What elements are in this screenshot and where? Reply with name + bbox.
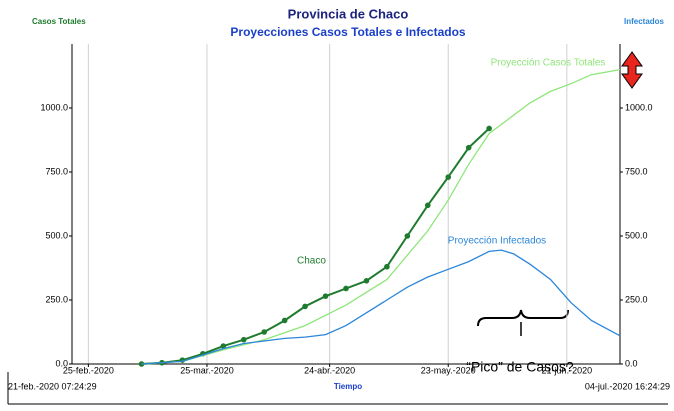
brace (477, 309, 569, 327)
y2-tick-label: 1000.0 (625, 102, 653, 112)
data-point (486, 125, 492, 132)
annotation: “Pico” de Casos? (466, 359, 574, 375)
y2-tick-label: 750.0 (625, 166, 648, 176)
x-tick-label: 24-abr.-2020 (304, 365, 355, 375)
y2-tick-label: 0.0 (625, 358, 638, 368)
data-point (363, 278, 370, 284)
series-label: Proyección Casos Totales (491, 58, 606, 69)
data-point (424, 202, 431, 209)
series-line (141, 127, 490, 365)
data-point (343, 285, 349, 292)
double-arrow (621, 51, 643, 89)
data-point (240, 336, 247, 343)
y-tick-label: 500.0 (45, 230, 68, 240)
data-point (322, 293, 329, 299)
data-point (281, 317, 288, 324)
x-tick-label: 25-feb.-2020 (63, 365, 114, 375)
data-point (261, 329, 268, 335)
x-tick-label: 21-jun.-2020 (542, 365, 593, 375)
data-point (220, 343, 227, 349)
x-axis-label: Tiempo (334, 382, 362, 391)
data-point (404, 233, 411, 239)
end-time: 04-jul.-2020 16:24:29 (585, 381, 670, 391)
x-tick-label: 23-may.-2020 (421, 365, 476, 375)
data-point (302, 303, 308, 310)
y2-axis-label: Infectados (624, 17, 665, 26)
y-tick-label: 0.0 (55, 358, 68, 368)
chart-title: Provincia de Chaco (288, 6, 409, 21)
y2-tick-label: 250.0 (625, 294, 648, 304)
y-tick-label: 1000.0 (40, 102, 68, 112)
data-point (445, 174, 452, 180)
y-axis-label: Casos Totales (32, 17, 86, 26)
y-tick-label: 750.0 (45, 166, 68, 176)
y2-tick-label: 500.0 (625, 230, 648, 240)
series-label: Chaco (297, 256, 326, 267)
series-label: Proyección Infectados (448, 236, 546, 247)
series-line (141, 249, 621, 365)
x-tick-label: 25-mar.-2020 (180, 365, 234, 375)
chart-subtitle: Proyecciones Casos Totales e Infectados (230, 25, 466, 39)
start-time: 21-feb.-2020 07:24:29 (8, 381, 97, 391)
data-point (384, 263, 390, 270)
data-point (465, 144, 472, 151)
y-tick-label: 250.0 (45, 294, 68, 304)
